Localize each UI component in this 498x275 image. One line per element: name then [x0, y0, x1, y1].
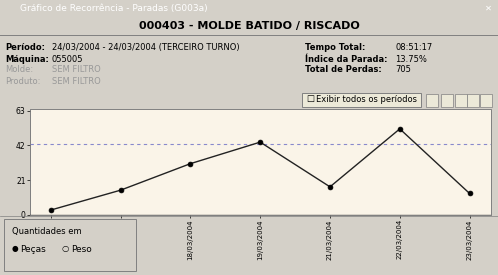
- FancyBboxPatch shape: [441, 94, 453, 107]
- Text: 13.75%: 13.75%: [395, 54, 427, 64]
- Text: ○: ○: [62, 244, 69, 254]
- Text: ☐: ☐: [306, 95, 314, 104]
- Text: Gráfico de Recorrência - Paradas (G003a): Gráfico de Recorrência - Paradas (G003a): [20, 4, 208, 13]
- FancyBboxPatch shape: [4, 219, 136, 271]
- Text: Produto:: Produto:: [5, 76, 40, 86]
- Text: Peso: Peso: [71, 244, 92, 254]
- Text: ●: ●: [12, 244, 18, 254]
- Text: Total de Perdas:: Total de Perdas:: [305, 65, 382, 75]
- FancyBboxPatch shape: [301, 92, 420, 106]
- Text: 08:51:17: 08:51:17: [395, 43, 432, 53]
- Text: SEM FILTRO: SEM FILTRO: [52, 65, 101, 75]
- Text: Índice da Parada:: Índice da Parada:: [305, 54, 387, 64]
- FancyBboxPatch shape: [455, 94, 467, 107]
- FancyBboxPatch shape: [467, 94, 479, 107]
- Text: Exibir todos os períodos: Exibir todos os períodos: [316, 95, 417, 104]
- Text: 000403 - MOLDE BATIDO / RISCADO: 000403 - MOLDE BATIDO / RISCADO: [138, 21, 360, 31]
- Text: 24/03/2004 - 24/03/2004 (TERCEIRO TURNO): 24/03/2004 - 24/03/2004 (TERCEIRO TURNO): [52, 43, 240, 53]
- Text: SEM FILTRO: SEM FILTRO: [52, 76, 101, 86]
- Text: Tempo Total:: Tempo Total:: [305, 43, 366, 53]
- Text: 705: 705: [395, 65, 411, 75]
- FancyBboxPatch shape: [480, 94, 493, 107]
- Text: Período:: Período:: [5, 43, 45, 53]
- Text: Quantidades em: Quantidades em: [12, 227, 82, 236]
- FancyBboxPatch shape: [426, 94, 438, 107]
- Text: Molde:: Molde:: [5, 65, 33, 75]
- Text: Máquina:: Máquina:: [5, 54, 49, 64]
- Text: 055005: 055005: [52, 54, 84, 64]
- Text: ✕: ✕: [485, 4, 492, 13]
- Text: Peças: Peças: [20, 244, 46, 254]
